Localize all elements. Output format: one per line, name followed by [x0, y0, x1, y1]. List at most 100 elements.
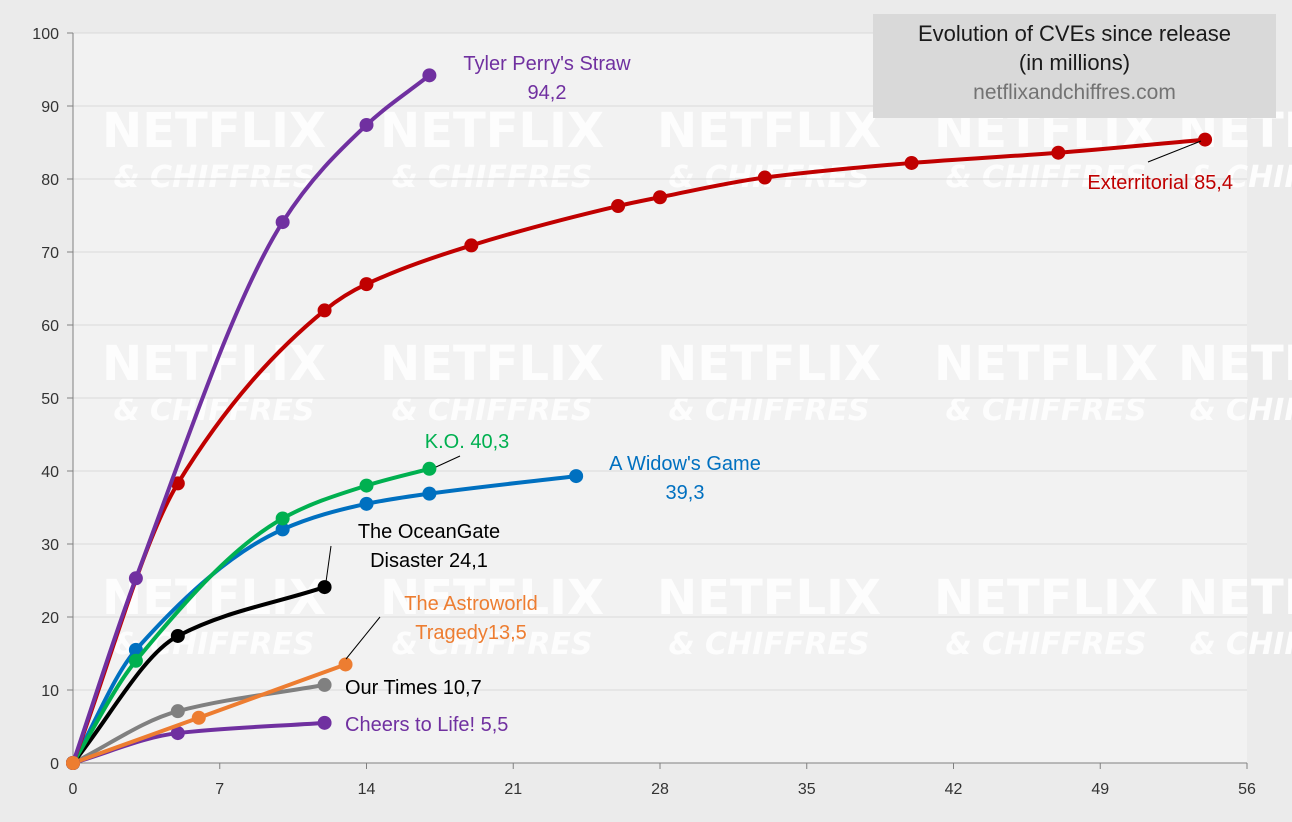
data-point-k-o: [275, 511, 290, 526]
data-point-exterritorial: [317, 303, 332, 318]
data-label-line: Our Times 10,7: [345, 677, 482, 699]
watermark-subtext: & CHIFFRES: [1189, 627, 1292, 662]
data-point-k-o: [359, 478, 374, 493]
watermark-subtext: & CHIFFRES: [668, 627, 869, 662]
data-label-line: A Widow's Game: [609, 453, 761, 475]
watermark-text: NETFLIX: [1178, 570, 1292, 626]
y-tick-label: 40: [41, 464, 59, 481]
watermark-subtext: & CHIFFRES: [391, 627, 592, 662]
data-label-the-oceangate-disaster: The OceanGate Disaster 24,1: [358, 521, 500, 572]
data-label-line: The OceanGate: [358, 521, 500, 543]
data-label-line: Cheers to Life! 5,5: [345, 714, 508, 736]
data-label-our-times: Our Times 10,7: [345, 677, 482, 699]
y-tick-label: 50: [41, 391, 59, 408]
watermark-subtext: & CHIFFRES: [668, 393, 869, 428]
watermark-subtext: & CHIFFRES: [391, 160, 592, 195]
data-label-line: 39,3: [666, 482, 705, 504]
chart-subtitle: (in millions): [1018, 50, 1131, 75]
data-point-tyler-perry-s-straw: [359, 117, 374, 132]
x-tick-label: 35: [798, 781, 816, 798]
data-point-tyler-perry-s-straw: [422, 68, 437, 83]
data-label-line: 94,2: [528, 82, 567, 104]
y-tick-label: 0: [50, 756, 59, 773]
watermark-text: NETFLIX: [380, 103, 604, 159]
y-tick-label: 30: [41, 537, 59, 554]
data-point-tyler-perry-s-straw: [128, 571, 143, 586]
y-tick-label: 20: [41, 610, 59, 627]
data-point-a-widow-s-game: [422, 486, 437, 501]
data-point-a-widow-s-game: [569, 469, 584, 484]
data-label-exterritorial: Exterritorial 85,4: [1087, 172, 1233, 194]
data-label-line: Tyler Perry's Straw: [463, 53, 631, 75]
series-line-exterritorial: [71, 137, 1208, 765]
data-label-k-o: K.O. 40,3: [425, 431, 510, 453]
watermark-text: NETFLIX: [934, 570, 1158, 626]
data-point-the-astroworld-tragedy: [191, 710, 206, 725]
data-point-cheers-to-life: [317, 715, 332, 730]
data-point-k-o: [422, 461, 437, 476]
data-label-cheers-to-life: Cheers to Life! 5,5: [345, 714, 508, 736]
source-credit: netflixandchiffres.com: [973, 81, 1176, 104]
x-tick-label: 28: [651, 781, 669, 798]
data-point-exterritorial: [904, 155, 919, 170]
watermark-text: NETFLIX: [380, 336, 604, 392]
data-point-exterritorial: [653, 190, 667, 205]
series-exterritorial: [66, 132, 1213, 770]
data-point-our-times: [170, 704, 185, 719]
x-tick-label: 14: [358, 781, 376, 798]
y-tick-label: 10: [41, 683, 59, 700]
y-tick-label: 100: [32, 26, 59, 43]
data-point-the-oceangate-disaster: [317, 580, 332, 595]
y-tick-label: 70: [41, 245, 59, 262]
watermark-subtext: & CHIFFRES: [1189, 393, 1292, 428]
y-tick-label: 90: [41, 99, 59, 116]
leader-line-k-o: [435, 455, 461, 468]
data-point-exterritorial: [611, 199, 626, 214]
leader-line-the-astroworld-tragedy: [345, 616, 381, 660]
chart-title: Evolution of CVEs since release: [917, 21, 1232, 46]
watermark-subtext: & CHIFFRES: [113, 160, 314, 195]
leader-line-the-oceangate-disaster: [325, 545, 332, 583]
watermark-text: NETFLIX: [657, 570, 881, 626]
x-tick-label: 49: [1091, 781, 1109, 798]
data-point-k-o: [128, 653, 143, 668]
data-point-exterritorial: [464, 238, 479, 253]
data-label-line: Tragedy13,5: [415, 622, 527, 644]
data-point-exterritorial: [757, 170, 772, 185]
data-label-line: Disaster 24,1: [370, 550, 488, 572]
watermark-subtext: & CHIFFRES: [1189, 160, 1292, 195]
watermark-text: NETFLIX: [102, 103, 326, 159]
data-point-a-widow-s-game: [275, 522, 290, 537]
x-tick-label: 7: [215, 781, 224, 798]
leader-line-exterritorial: [1147, 140, 1202, 163]
watermark-subtext: & CHIFFRES: [945, 160, 1146, 195]
series-line-a-widow-s-game: [71, 474, 579, 765]
series-line-k-o: [71, 466, 432, 765]
watermark-subtext: & CHIFFRES: [113, 393, 314, 428]
x-tick-label: 42: [945, 781, 963, 798]
watermark-text: NETFLIX: [1178, 336, 1292, 392]
watermark-subtext: & CHIFFRES: [945, 393, 1146, 428]
x-tick-label: 56: [1238, 781, 1256, 798]
data-point-cheers-to-life: [170, 726, 185, 741]
chart-title-box: Evolution of CVEs since release (in mill…: [873, 14, 1276, 118]
data-point-exterritorial: [1198, 132, 1213, 147]
data-point-a-widow-s-game: [359, 496, 374, 511]
watermark-text: NETFLIX: [934, 336, 1158, 392]
x-tick-label: 0: [69, 781, 78, 798]
data-label-line: The Astroworld: [404, 593, 537, 615]
data-point-tyler-perry-s-straw: [275, 215, 290, 230]
data-label-line: K.O. 40,3: [425, 431, 510, 453]
data-label-line: Exterritorial 85,4: [1087, 172, 1233, 194]
watermark-text: NETFLIX: [657, 336, 881, 392]
data-point-exterritorial: [359, 277, 374, 292]
data-label-a-widow-s-game: A Widow's Game 39,3: [609, 453, 761, 504]
x-tick-label: 21: [504, 781, 522, 798]
watermark-subtext: & CHIFFRES: [945, 627, 1146, 662]
data-point-a-widow-s-game: [128, 642, 143, 657]
data-point-origin: [66, 756, 80, 770]
data-label-tyler-perry-s-straw: Tyler Perry's Straw 94,2: [463, 53, 631, 104]
data-point-the-oceangate-disaster: [170, 628, 185, 643]
data-point-exterritorial: [170, 476, 185, 491]
